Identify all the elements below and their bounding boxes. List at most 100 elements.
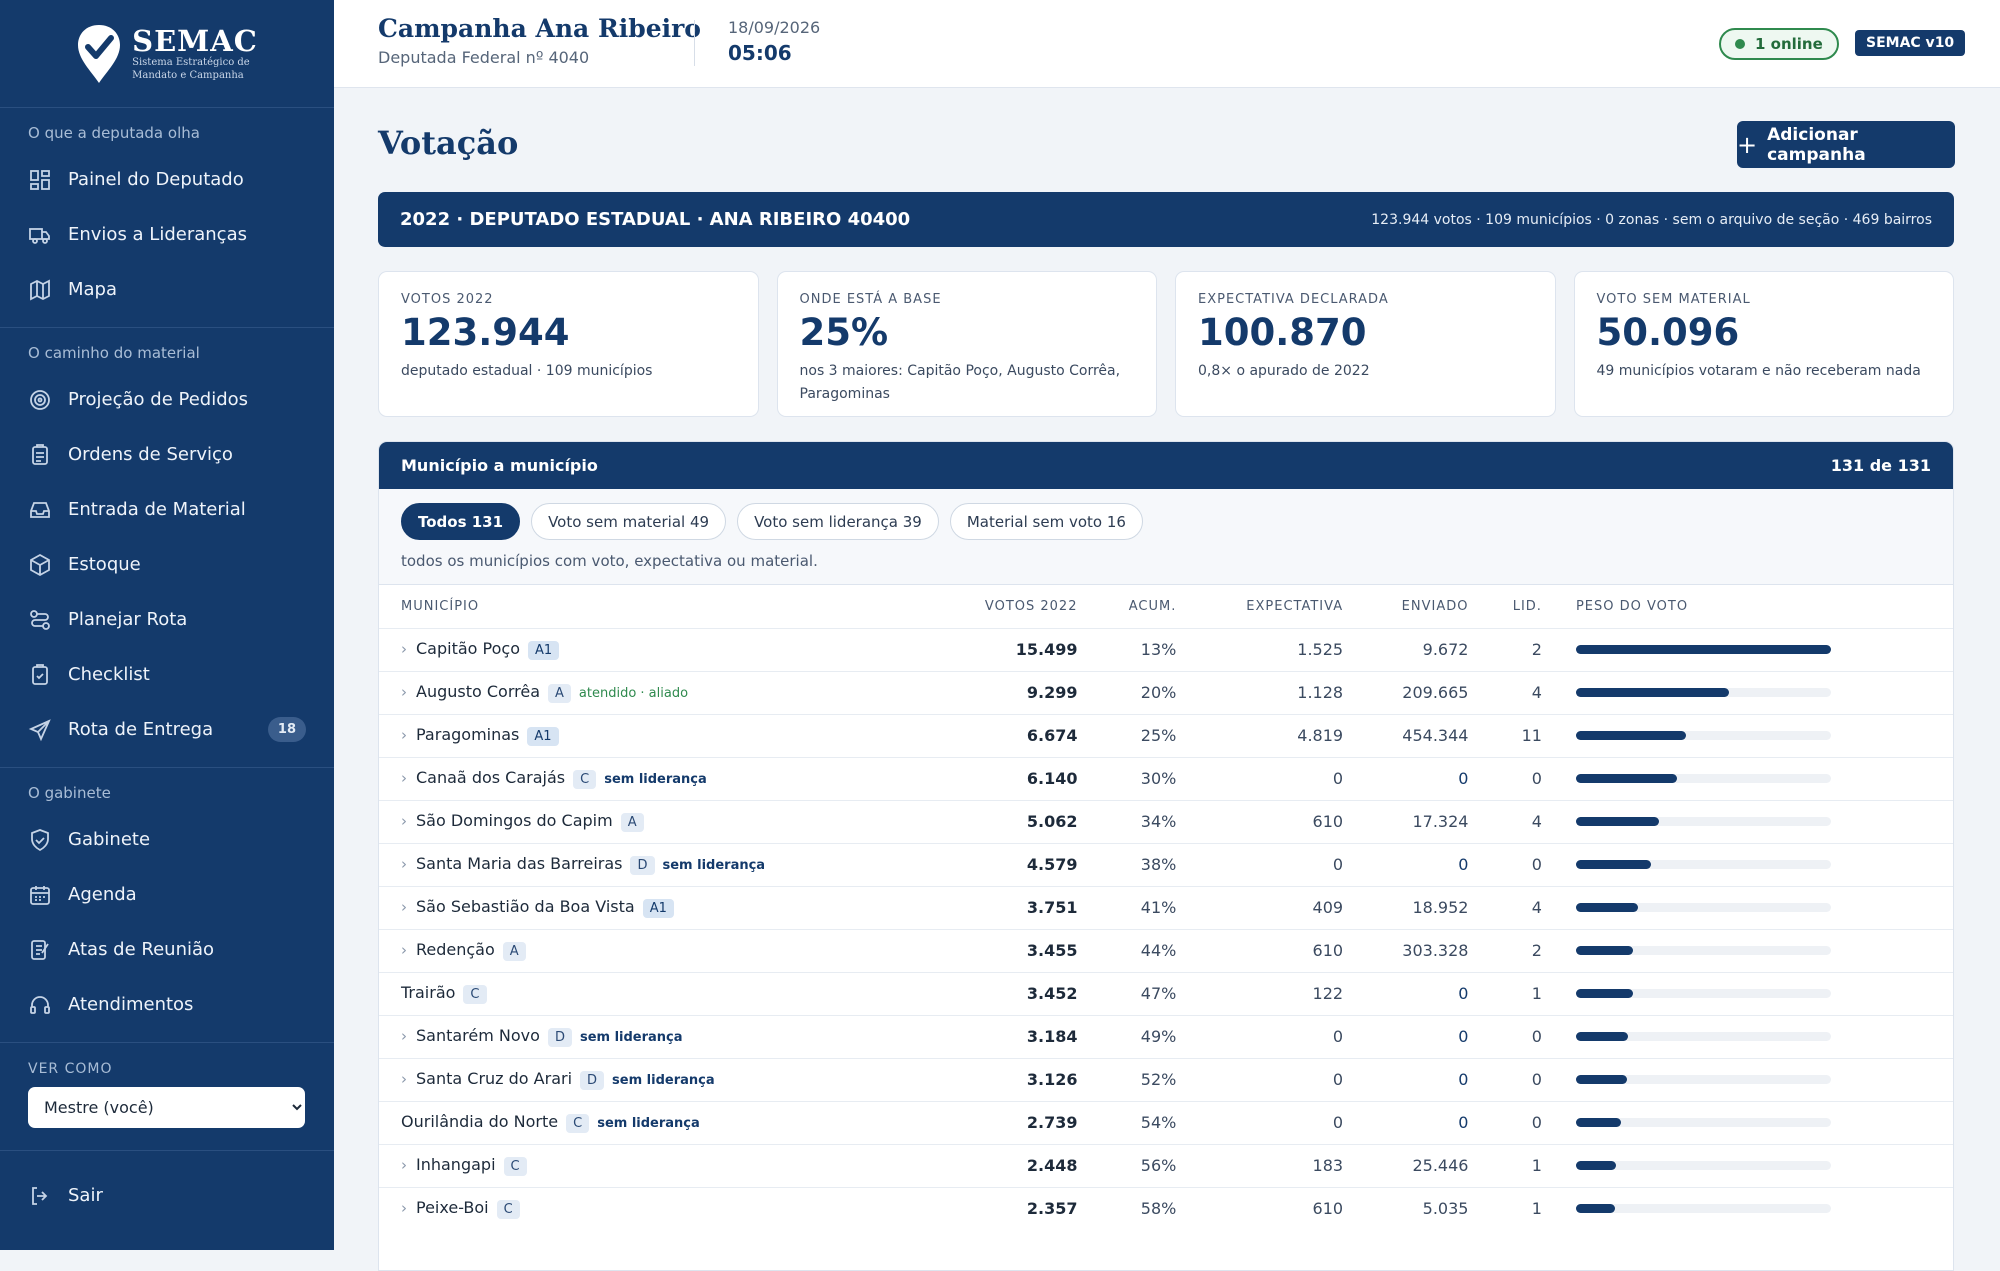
peso-bar: [1575, 989, 1831, 998]
chevron-right-icon[interactable]: ›: [401, 1199, 407, 1218]
tier-badge: A: [502, 942, 526, 961]
sidebar-item-checklist[interactable]: Checklist: [0, 647, 334, 702]
chevron-right-icon[interactable]: ›: [401, 683, 407, 701]
table-row[interactable]: › Peixe-Boi C 2.357 58% 610 5.035 1: [379, 1186, 1953, 1230]
stat-value: 123.944: [401, 311, 570, 354]
lid-cell: 1: [1480, 1186, 1554, 1230]
column-header[interactable]: ACUM.: [1128, 598, 1177, 614]
filter-chip[interactable]: Todos 131: [401, 503, 521, 540]
peso-cell: [1553, 1186, 1953, 1230]
expectativa-cell: 4.819: [1188, 713, 1356, 757]
stat-label: EXPECTATIVA DECLARADA: [1198, 292, 1389, 307]
table-row[interactable]: Trairão C 3.452 47% 122 0 1: [379, 971, 1953, 1015]
sidebar-item-atas-de-reuniao[interactable]: Atas de Reunião: [0, 922, 334, 977]
filter-chip[interactable]: Voto sem liderança 39: [737, 503, 939, 540]
municipio-name: Peixe-Boi: [416, 1198, 489, 1218]
chevron-right-icon[interactable]: ›: [401, 941, 407, 959]
chevron-right-icon[interactable]: ›: [401, 726, 407, 744]
table-row[interactable]: › São Domingos do Capim A 5.062 34% 610 17…: [379, 799, 1953, 843]
sidebar-item-painel-do-deputado[interactable]: Painel do Deputado: [0, 152, 334, 207]
table-row[interactable]: › Redenção A 3.455 44% 610 303.328 2: [379, 928, 1953, 972]
enviado-cell: 0: [1355, 1014, 1481, 1058]
column-header[interactable]: MUNICÍPIO: [401, 598, 480, 614]
enviado-cell: 0: [1355, 971, 1481, 1015]
tier-badge: A1: [642, 899, 674, 918]
sidebar-item-envios-a-liderancas[interactable]: Envios a Lideranças: [0, 207, 334, 262]
status-tag: sem liderança: [612, 1073, 715, 1088]
stat-subtext: nos 3 maiores: Capitão Poço, Augusto Cor…: [799, 363, 1121, 402]
table-row[interactable]: › Capitão Poço A1 15.499 13% 1.525 9.672 2: [379, 627, 1953, 671]
municipio-cell: › Redenção A: [379, 928, 929, 972]
municipio-cell: › São Domingos do Capim A: [379, 799, 929, 843]
acum-cell: 49%: [1089, 1014, 1189, 1058]
column-header[interactable]: EXPECTATIVA: [1246, 598, 1344, 614]
peso-bar-fill: [1575, 1032, 1629, 1041]
filter-chip[interactable]: Material sem voto 16: [949, 503, 1143, 540]
logo[interactable]: SEMAC Sistema Estratégico de Mandato e C…: [0, 0, 334, 108]
votos-cell: 2.448: [928, 1143, 1090, 1187]
chevron-right-icon[interactable]: ›: [401, 812, 407, 830]
sidebar-item-gabinete[interactable]: Gabinete: [0, 812, 334, 867]
campaign-banner: 2022 · DEPUTADO ESTADUAL · ANA RIBEIRO 4…: [378, 192, 1954, 247]
sidebar-item-projecao-de-pedidos[interactable]: Projeção de Pedidos: [0, 372, 334, 427]
plus-icon: +: [1737, 130, 1758, 159]
sidebar-item-atendimentos[interactable]: Atendimentos: [0, 977, 334, 1032]
chevron-right-icon[interactable]: ›: [401, 1070, 407, 1088]
add-campaign-button[interactable]: + Adicionar campanha: [1737, 121, 1955, 168]
lid-cell: 0: [1480, 1057, 1554, 1101]
chevron-right-icon[interactable]: ›: [401, 1156, 407, 1174]
acum-cell: 25%: [1089, 713, 1189, 757]
chevron-right-icon[interactable]: ›: [401, 769, 407, 787]
peso-cell: [1553, 1143, 1953, 1187]
tier-badge: A: [548, 684, 571, 703]
online-badge[interactable]: 1 online: [1719, 28, 1839, 60]
map-icon: [30, 279, 50, 300]
column-header[interactable]: PESO DO VOTO: [1575, 598, 1689, 614]
peso-bar: [1575, 1075, 1831, 1084]
table-row[interactable]: › São Sebastião da Boa Vista A1 3.751 41% …: [379, 885, 1953, 929]
ver-como-select[interactable]: Mestre (você): [28, 1087, 305, 1128]
peso-bar-fill: [1575, 645, 1831, 654]
votos-cell: 2.357: [928, 1186, 1090, 1230]
column-header[interactable]: LID.: [1512, 598, 1542, 614]
chevron-right-icon[interactable]: ›: [401, 1027, 407, 1045]
expectativa-cell: 0: [1188, 1057, 1356, 1101]
sidebar-item-label: Ordens de Serviço: [68, 444, 233, 465]
municipio-name: Santa Cruz do Arari: [416, 1069, 573, 1088]
sidebar-item-estoque[interactable]: Estoque: [0, 537, 334, 592]
acum-cell: 52%: [1089, 1057, 1189, 1101]
sidebar-item-entrada-de-material[interactable]: Entrada de Material: [0, 482, 334, 537]
column-header[interactable]: VOTOS 2022: [984, 598, 1078, 614]
sidebar-item-mapa[interactable]: Mapa: [0, 262, 334, 317]
filter-chip[interactable]: Voto sem material 49: [531, 503, 727, 540]
chevron-right-icon[interactable]: ›: [401, 855, 407, 873]
column-header[interactable]: ENVIADO: [1401, 598, 1469, 614]
online-label: 1 online: [1755, 35, 1823, 53]
divider: [694, 20, 695, 66]
chevron-right-icon[interactable]: ›: [401, 898, 407, 916]
lid-cell: 0: [1480, 1014, 1554, 1058]
enviado-cell: 0: [1355, 1057, 1481, 1101]
municipio-name: Trairão: [401, 983, 456, 1002]
table-row[interactable]: › Inhangapi C 2.448 56% 183 25.446 1: [379, 1143, 1953, 1187]
peso-bar: [1575, 1204, 1831, 1214]
box-icon: [30, 553, 50, 576]
sidebar-item-rota-de-entrega[interactable]: Rota de Entrega 18: [0, 702, 334, 757]
expectativa-cell: 409: [1188, 885, 1356, 929]
sidebar-item-agenda[interactable]: Agenda: [0, 867, 334, 922]
filters: Todos 131 Voto sem material 49 Voto sem li…: [379, 489, 1953, 585]
table-row[interactable]: › Paragominas A1 6.674 25% 4.819 454.344 1…: [379, 713, 1953, 757]
stat-card: VOTO SEM MATERIAL 50.096 49 municípios v…: [1573, 271, 1954, 417]
stat-label: VOTOS 2022: [401, 292, 494, 307]
peso-bar-fill: [1575, 817, 1660, 826]
chevron-right-icon[interactable]: ›: [401, 640, 407, 658]
sidebar-item-ordens-de-servico[interactable]: Ordens de Serviço: [0, 427, 334, 482]
logout-button[interactable]: Sair: [0, 1168, 334, 1223]
sidebar-item-planejar-rota[interactable]: Planejar Rota: [0, 592, 334, 647]
